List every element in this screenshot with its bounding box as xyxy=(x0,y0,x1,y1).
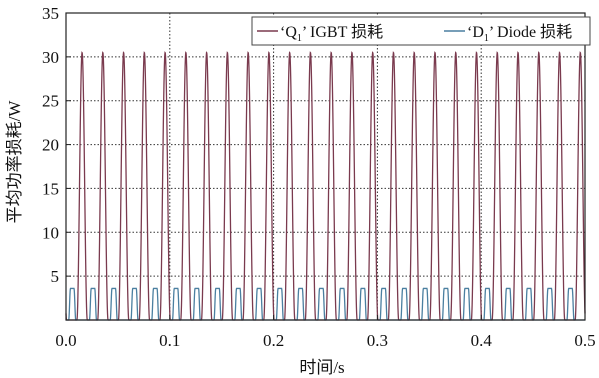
y-tick-label: 30 xyxy=(42,48,59,67)
y-tick-label: 25 xyxy=(42,92,59,111)
legend-box xyxy=(251,16,591,46)
y-tick-label: 20 xyxy=(42,136,59,155)
y-tick-label: 10 xyxy=(42,223,59,242)
y-ticks: 5 10 15 20 25 30 35 xyxy=(42,4,71,321)
y-tick-label: 35 xyxy=(42,4,59,23)
x-tick-label: 0.5 xyxy=(574,331,595,350)
y-tick-label: 5 xyxy=(51,267,60,286)
x-axis-label: 时间/s xyxy=(299,358,344,377)
plot-area xyxy=(65,51,586,321)
grid xyxy=(66,13,585,320)
x-tick-label: 0.0 xyxy=(55,331,76,350)
x-tick-label: 0.2 xyxy=(263,331,284,350)
plot-frame xyxy=(65,12,586,321)
series-line-igbt xyxy=(65,51,586,321)
x-ticks: 0.0 0.1 0.2 0.3 0.4 0.5 xyxy=(55,315,596,350)
legend: ‘Q1’ IGBT 损耗 ‘D1’ Diode 损耗 xyxy=(251,16,591,46)
legend-label-igbt: ‘Q1’ IGBT 损耗 xyxy=(280,23,383,44)
x-tick-label: 0.3 xyxy=(367,331,388,350)
y-tick-label: 15 xyxy=(42,179,59,198)
y-axis-label: 平均功率损耗/W xyxy=(5,100,24,224)
x-tick-label: 0.4 xyxy=(471,331,493,350)
legend-label-diode: ‘D1’ Diode 损耗 xyxy=(467,23,572,44)
x-tick-label: 0.1 xyxy=(159,331,180,350)
series-line-diode xyxy=(66,287,585,321)
